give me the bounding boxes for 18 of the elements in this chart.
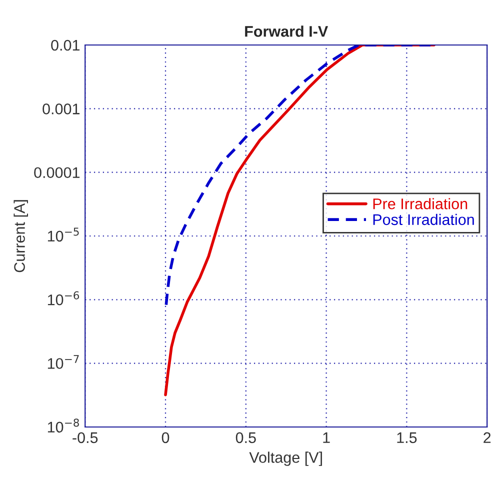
legend-label: Pre Irradiation (373, 198, 468, 210)
y-tick-label: 10$^{−8}$ (48, 418, 79, 433)
x-tick-label: 1 (323, 432, 330, 443)
y-axis-title: Current [A] (14, 200, 28, 272)
x-tick-label: 2 (484, 432, 491, 443)
x-tick-label: 1.5 (397, 432, 417, 444)
y-tick-label: 0.001 (42, 104, 80, 114)
x-axis-title: Voltage [V] (249, 452, 322, 466)
y-tick-label: 0.0001 (34, 167, 80, 178)
x-tick-label: 0 (162, 432, 170, 444)
y-tick-label: 10$^{−6}$ (48, 291, 80, 306)
y-tick-label: 10$^{−5}$ (48, 228, 79, 242)
x-tick-label: -0.5 (72, 432, 98, 444)
legend-label: Post Irradiation (373, 214, 474, 226)
x-tick-label: 0.5 (236, 432, 256, 444)
y-tick-label: 10$^{−7}$ (48, 355, 79, 369)
chart-title: Forward I-V (245, 26, 328, 37)
y-tick-label: 0.01 (51, 40, 80, 51)
